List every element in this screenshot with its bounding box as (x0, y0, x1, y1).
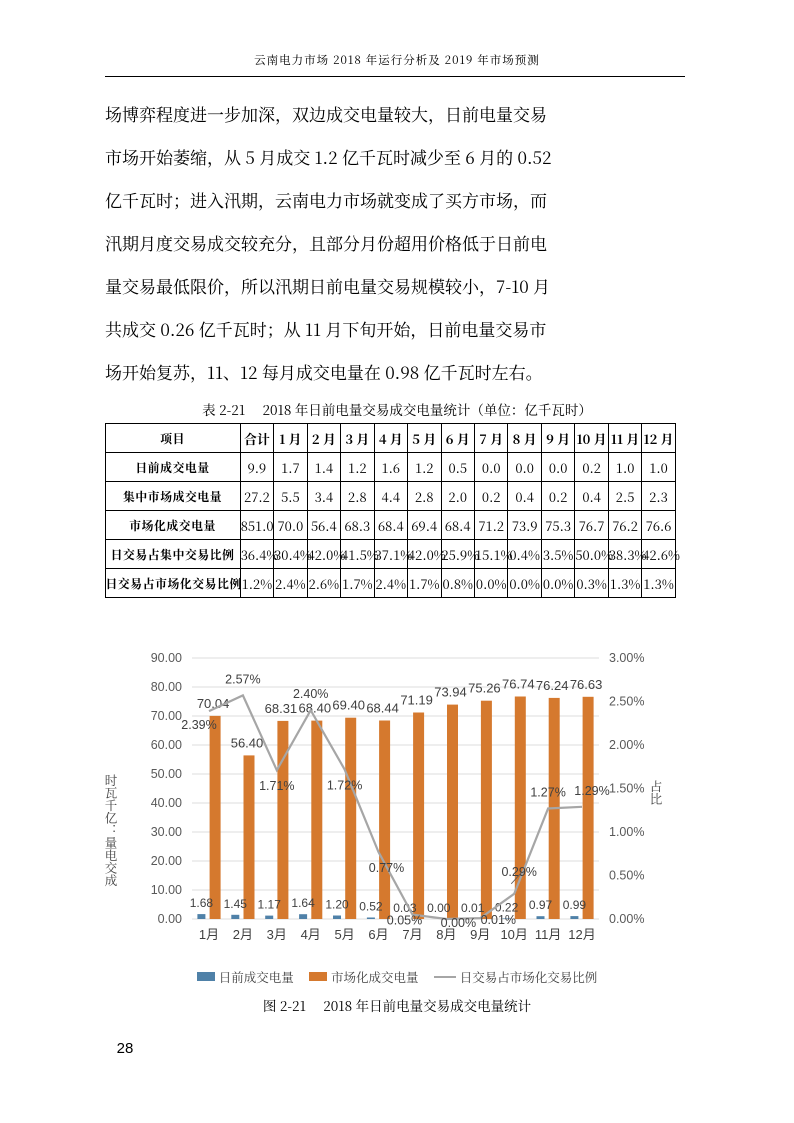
svg-text:1.20: 1.20 (325, 898, 349, 912)
svg-text:1.45: 1.45 (224, 897, 248, 911)
svg-text:30.00: 30.00 (151, 825, 182, 839)
svg-text:1.72%: 1.72% (327, 778, 362, 792)
svg-text:69.40: 69.40 (332, 698, 365, 713)
svg-text:12月: 12月 (568, 927, 595, 942)
svg-text:0.97: 0.97 (529, 898, 553, 912)
svg-text:76.24: 76.24 (536, 678, 569, 693)
svg-text:4月: 4月 (301, 927, 321, 942)
svg-text:9月: 9月 (470, 927, 490, 942)
svg-text:71.19: 71.19 (400, 693, 433, 708)
svg-text:1.68: 1.68 (190, 896, 214, 910)
svg-text:0.50%: 0.50% (609, 869, 644, 883)
svg-text:68.44: 68.44 (366, 701, 399, 716)
svg-text:2.57%: 2.57% (225, 672, 260, 686)
svg-text:6月: 6月 (368, 927, 388, 942)
svg-text:0.52: 0.52 (359, 900, 383, 914)
svg-text:20.00: 20.00 (151, 854, 182, 868)
svg-text:73.94: 73.94 (434, 685, 467, 700)
svg-text:40.00: 40.00 (151, 796, 182, 810)
svg-text:1.27%: 1.27% (530, 786, 565, 800)
svg-text:11月: 11月 (535, 927, 562, 942)
svg-text:2.39%: 2.39% (181, 718, 216, 732)
svg-text:1.29%: 1.29% (574, 784, 609, 798)
svg-text:0.00%: 0.00% (609, 912, 644, 926)
svg-text:68.40: 68.40 (299, 701, 332, 716)
svg-text:60.00: 60.00 (151, 738, 182, 752)
svg-text:90.00: 90.00 (151, 651, 182, 665)
svg-text:3.00%: 3.00% (609, 651, 644, 665)
svg-text:0.99: 0.99 (563, 898, 587, 912)
svg-text:76.63: 76.63 (570, 677, 603, 692)
svg-text:75.26: 75.26 (468, 681, 501, 696)
svg-text:1.17: 1.17 (258, 898, 282, 912)
svg-text:2月: 2月 (233, 927, 253, 942)
svg-text:0.29%: 0.29% (501, 865, 536, 879)
svg-text:2.00%: 2.00% (609, 738, 644, 752)
svg-text:1月: 1月 (199, 927, 219, 942)
svg-text:0.00: 0.00 (427, 901, 451, 915)
svg-text:70.00: 70.00 (151, 709, 182, 723)
svg-text:2.40%: 2.40% (293, 687, 328, 701)
svg-text:7月: 7月 (402, 927, 422, 942)
svg-text:8月: 8月 (436, 927, 456, 942)
svg-text:0.00: 0.00 (158, 912, 182, 926)
svg-text:1.71%: 1.71% (259, 779, 294, 793)
svg-text:68.31: 68.31 (265, 701, 298, 716)
svg-text:1.64: 1.64 (291, 896, 315, 910)
svg-text:56.40: 56.40 (231, 735, 264, 750)
svg-text:50.00: 50.00 (151, 767, 182, 781)
svg-text:5月: 5月 (334, 927, 354, 942)
svg-text:1.50%: 1.50% (609, 782, 644, 796)
svg-text:0.01%: 0.01% (481, 913, 516, 927)
svg-text:0.05%: 0.05% (387, 914, 422, 928)
svg-text:1.00%: 1.00% (609, 825, 644, 839)
svg-text:2.50%: 2.50% (609, 695, 644, 709)
svg-text:76.74: 76.74 (502, 677, 535, 692)
svg-text:80.00: 80.00 (151, 680, 182, 694)
svg-text:0.77%: 0.77% (369, 861, 404, 875)
svg-text:10.00: 10.00 (151, 883, 182, 897)
svg-text:3月: 3月 (267, 927, 287, 942)
svg-text:10月: 10月 (500, 927, 527, 942)
